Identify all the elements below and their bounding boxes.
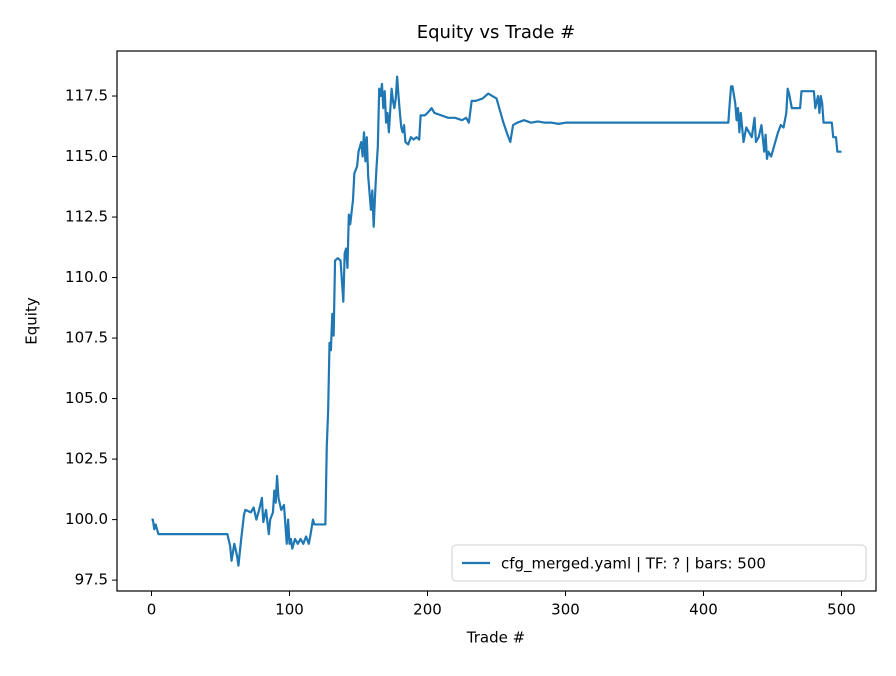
y-tick-label: 107.5 bbox=[65, 329, 108, 347]
legend-label: cfg_merged.yaml | TF: ? | bars: 500 bbox=[501, 555, 766, 574]
x-tick-label: 200 bbox=[413, 601, 442, 619]
y-tick-label: 105.0 bbox=[65, 389, 108, 407]
chart-title: Equity vs Trade # bbox=[417, 22, 575, 43]
x-tick-label: 100 bbox=[275, 601, 304, 619]
x-axis-label: Trade # bbox=[466, 629, 525, 647]
x-tick-label: 400 bbox=[689, 601, 718, 619]
y-tick-label: 97.5 bbox=[75, 571, 108, 589]
y-tick-label: 112.5 bbox=[65, 208, 108, 226]
x-tick-label: 300 bbox=[551, 601, 580, 619]
y-axis-label: Equity bbox=[23, 297, 41, 345]
x-tick-label: 500 bbox=[827, 601, 856, 619]
legend-box bbox=[451, 544, 867, 582]
plot-frame bbox=[116, 50, 877, 592]
y-tick-label: 102.5 bbox=[65, 450, 108, 468]
y-tick-label: 117.5 bbox=[65, 87, 108, 105]
y-tick-label: 115.0 bbox=[65, 147, 108, 165]
y-tick-label: 110.0 bbox=[65, 268, 108, 286]
y-tick-label: 100.0 bbox=[65, 510, 108, 528]
x-tick-label: 0 bbox=[147, 601, 157, 619]
line-series bbox=[151, 75, 842, 567]
